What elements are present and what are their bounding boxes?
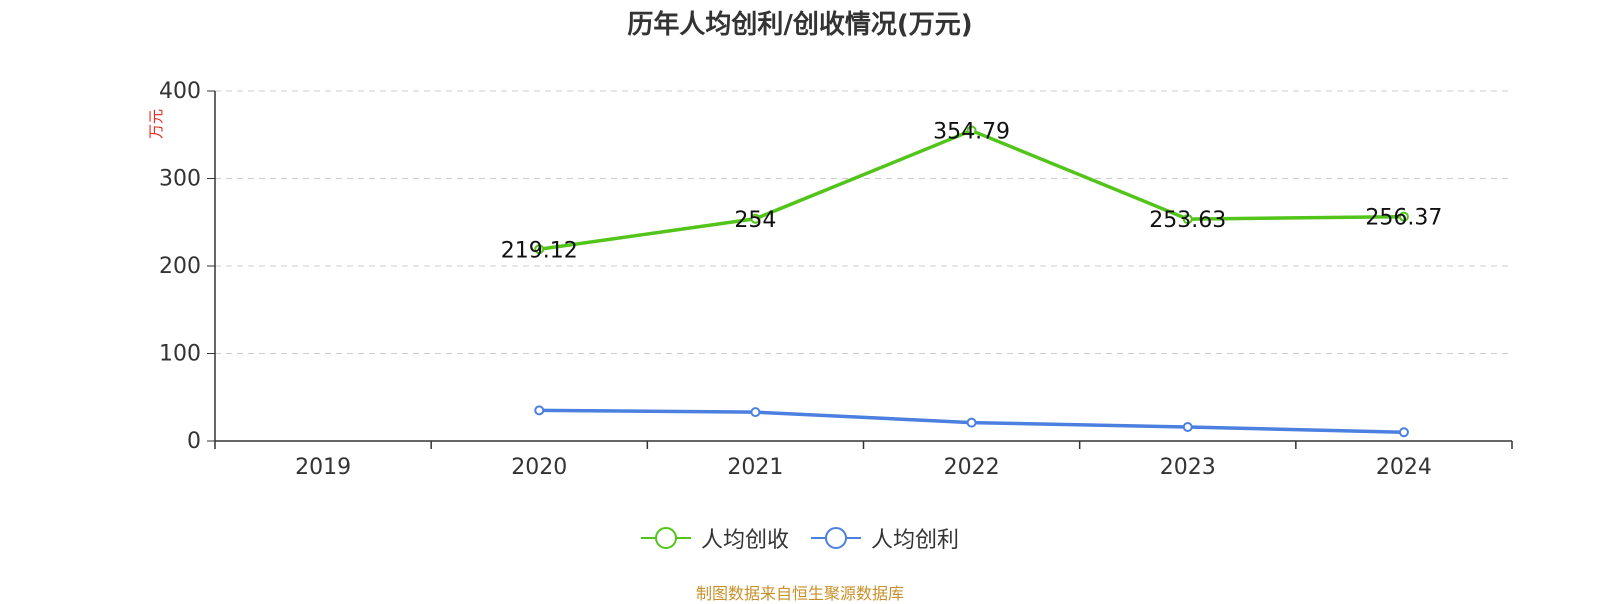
data-label: 219.12 — [501, 238, 578, 263]
legend-profit-label: 人均创利 — [871, 528, 960, 553]
x-tick-label: 2021 — [727, 455, 783, 480]
data-point — [1182, 422, 1193, 432]
series-line-0 — [539, 128, 1404, 252]
data-label: 253.63 — [1149, 208, 1226, 233]
x-tick-label: 2022 — [944, 455, 1000, 480]
data-point — [1398, 211, 1409, 222]
y-tick-label: 300 — [159, 167, 201, 192]
x-tick-label: 2020 — [511, 455, 567, 480]
y-tick-label: 400 — [159, 79, 201, 104]
y-tick-label: 200 — [159, 254, 201, 279]
data-point — [750, 213, 761, 224]
legend-item-revenue[interactable]: 人均创收 — [640, 522, 789, 554]
legend-item-profit[interactable]: 人均创利 — [811, 522, 959, 554]
x-tick-label: 2023 — [1160, 455, 1216, 480]
legend-revenue-label: 人均创收 — [700, 528, 789, 553]
x-tick-label: 2019 — [295, 455, 351, 480]
data-source-note: 制图数据来自恒生聚源数据库 — [695, 584, 904, 603]
data-label: 254 — [734, 208, 776, 233]
data-point — [534, 405, 545, 416]
chart-title: 历年人均创利/创收情况(万元) — [627, 10, 973, 40]
x-tick-label: 2024 — [1376, 455, 1432, 480]
legend-revenue-symbol — [640, 527, 691, 549]
legend-profit-symbol — [811, 527, 861, 549]
data-point — [1182, 214, 1193, 225]
data-point — [966, 125, 977, 136]
data-point — [966, 417, 977, 428]
line-chart: 0 100 200 300 400 2019 2020 2021 2022 2023 2024 219… — [159, 79, 1513, 480]
data-point — [534, 244, 545, 255]
data-label: 354.79 — [933, 120, 1010, 145]
data-point — [750, 407, 761, 418]
data-label: 256.37 — [1365, 206, 1442, 231]
data-point — [1398, 427, 1409, 438]
legend: 人均创收 人均创利 — [0, 522, 1600, 554]
y-tick-label: 100 — [159, 342, 201, 367]
y-tick-label: 0 — [187, 429, 201, 454]
